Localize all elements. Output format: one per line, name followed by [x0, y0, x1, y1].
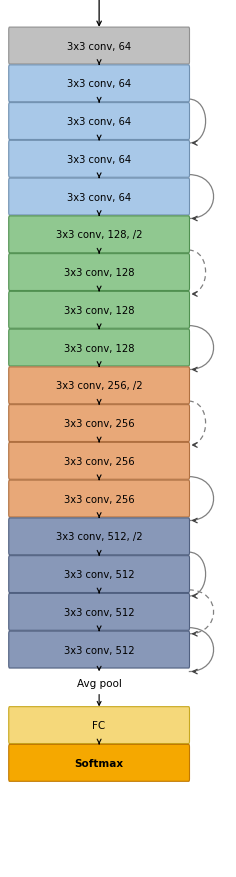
FancyBboxPatch shape	[9, 292, 190, 329]
Text: 3x3 conv, 128: 3x3 conv, 128	[64, 343, 134, 353]
Text: Softmax: Softmax	[75, 758, 124, 768]
FancyBboxPatch shape	[9, 217, 190, 253]
Text: Avg pool: Avg pool	[77, 678, 122, 688]
Text: 3x3 conv, 256: 3x3 conv, 256	[64, 494, 135, 504]
FancyBboxPatch shape	[9, 745, 190, 781]
FancyBboxPatch shape	[9, 66, 190, 103]
FancyBboxPatch shape	[9, 707, 190, 744]
Text: 3x3 conv, 128, /2: 3x3 conv, 128, /2	[56, 230, 142, 240]
Text: 3x3 conv, 128: 3x3 conv, 128	[64, 305, 134, 316]
FancyBboxPatch shape	[9, 367, 190, 404]
FancyBboxPatch shape	[9, 405, 190, 442]
FancyBboxPatch shape	[9, 28, 190, 65]
FancyBboxPatch shape	[9, 443, 190, 480]
Text: 3x3 conv, 512: 3x3 conv, 512	[64, 645, 135, 655]
FancyBboxPatch shape	[9, 631, 190, 668]
Text: 3x3 conv, 64: 3x3 conv, 64	[67, 192, 131, 203]
Text: 3x3 conv, 128: 3x3 conv, 128	[64, 267, 134, 278]
Text: FC: FC	[93, 720, 106, 731]
Text: 3x3 conv, 64: 3x3 conv, 64	[67, 154, 131, 165]
FancyBboxPatch shape	[9, 254, 190, 291]
Text: 3x3 conv, 512: 3x3 conv, 512	[64, 569, 135, 580]
FancyBboxPatch shape	[9, 481, 190, 517]
Text: 3x3 conv, 512, /2: 3x3 conv, 512, /2	[56, 531, 143, 542]
FancyBboxPatch shape	[9, 330, 190, 367]
FancyBboxPatch shape	[9, 141, 190, 178]
FancyBboxPatch shape	[9, 518, 190, 555]
Text: 3x3 conv, 256: 3x3 conv, 256	[64, 418, 135, 429]
Text: 3x3 conv, 64: 3x3 conv, 64	[67, 79, 131, 89]
Text: 3x3 conv, 64: 3x3 conv, 64	[67, 41, 131, 52]
FancyBboxPatch shape	[9, 556, 190, 593]
Text: 3x3 conv, 64: 3x3 conv, 64	[67, 117, 131, 127]
Text: 3x3 conv, 512: 3x3 conv, 512	[64, 607, 135, 617]
FancyBboxPatch shape	[9, 594, 190, 631]
Text: 3x3 conv, 256: 3x3 conv, 256	[64, 456, 135, 467]
FancyBboxPatch shape	[9, 179, 190, 216]
FancyBboxPatch shape	[9, 103, 190, 140]
Text: 3x3 conv, 256, /2: 3x3 conv, 256, /2	[56, 381, 143, 391]
